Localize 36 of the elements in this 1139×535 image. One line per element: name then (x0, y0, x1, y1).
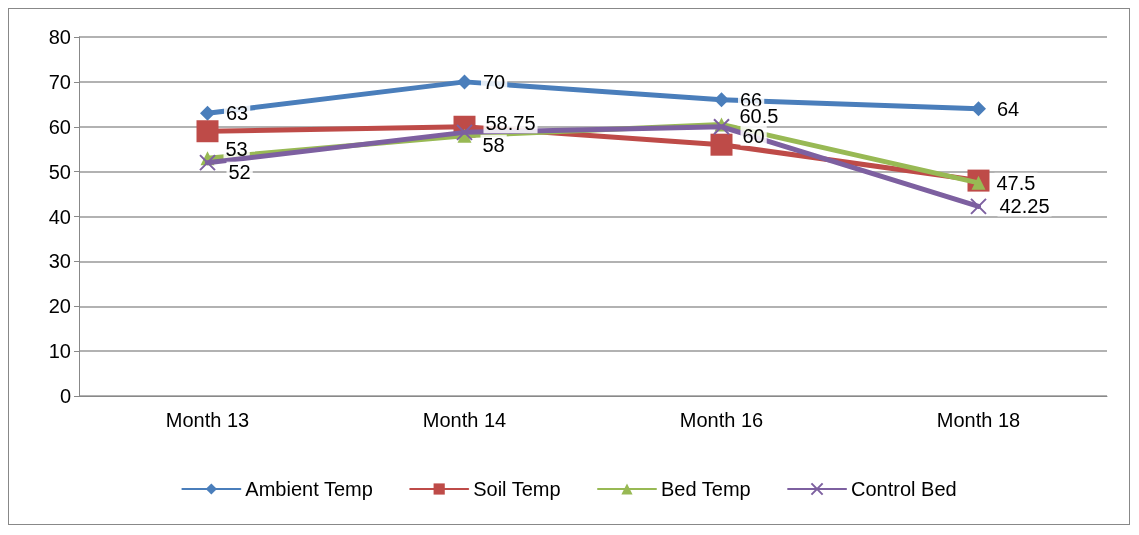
y-tick-label: 50 (48, 160, 71, 183)
point (199, 154, 216, 172)
data-label: 64 (997, 97, 1020, 120)
legend-label: Bed Temp (660, 478, 751, 500)
y-tick-label: 10 (48, 340, 71, 363)
data-label: 47.5 (996, 171, 1036, 194)
data-label: 52 (228, 160, 251, 183)
data-label: 58 (482, 133, 505, 156)
point (200, 105, 215, 121)
y-tick-label: 0 (59, 385, 71, 407)
data-label: 58.75 (485, 112, 536, 135)
y-tick-label: 70 (48, 70, 71, 93)
point (970, 197, 987, 215)
legend-label: Control Bed (851, 478, 957, 500)
x-tick-label: Month 14 (422, 409, 507, 431)
data-label: 70 (483, 70, 506, 93)
point (196, 120, 219, 143)
x-tick-label: Month 18 (936, 409, 1021, 431)
point (714, 92, 729, 108)
legend-label: Soil Temp (473, 478, 561, 500)
legend-label: Ambient Temp (245, 478, 373, 500)
y-tick-label: 20 (48, 295, 71, 318)
point (713, 118, 730, 136)
point (710, 133, 733, 156)
data-label: 53 (225, 138, 248, 161)
y-tick-label: 80 (48, 26, 71, 48)
data-label: 63 (226, 102, 249, 125)
y-tick-label: 30 (48, 250, 71, 273)
y-tick-label: 40 (48, 205, 71, 228)
x-tick-label: Month 13 (165, 409, 250, 431)
x-tick-label: Month 16 (679, 409, 764, 431)
data-label: 42.25 (999, 195, 1050, 218)
point (457, 74, 472, 90)
y-tick-label: 60 (48, 115, 71, 138)
data-label: 60 (742, 124, 765, 147)
point (971, 101, 986, 117)
